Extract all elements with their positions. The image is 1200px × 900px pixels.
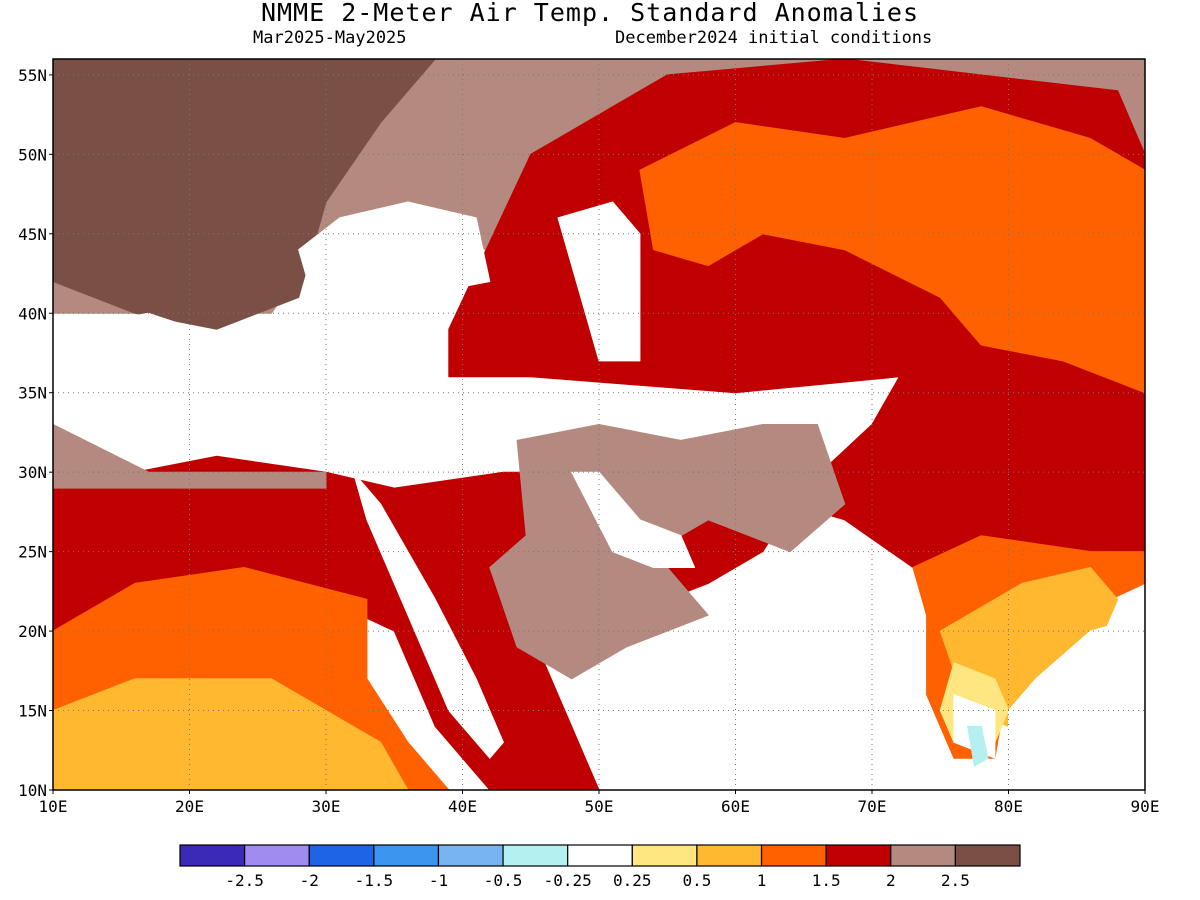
lon-tick-label: 20E (175, 797, 204, 816)
lat-tick-label: 35N (18, 384, 47, 403)
legend-color-box (308, 844, 375, 867)
anomaly-region (571, 471, 696, 568)
legend-color-box (502, 844, 569, 867)
anomaly-region (53, 424, 327, 489)
legend-label: 2.5 (941, 871, 970, 890)
legend-label: -2.5 (225, 871, 264, 890)
map-title: NMME 2-Meter Air Temp. Standard Anomalie… (260, 0, 920, 27)
legend-label: 1 (757, 871, 767, 890)
lat-tick-label: 20N (18, 622, 47, 641)
legend-label: 2 (886, 871, 896, 890)
legend-color-box (244, 844, 310, 867)
legend-color-box (437, 844, 504, 867)
legend-color-box (696, 844, 763, 867)
lat-tick-label: 25N (18, 543, 47, 562)
legend-label: 0.25 (613, 871, 652, 890)
lon-tick-label: 50E (585, 797, 614, 816)
lat-tick-label: 45N (18, 225, 47, 244)
legend-color-box (567, 844, 633, 867)
legend-label: -0.25 (544, 871, 592, 890)
legend-color-box (631, 844, 698, 867)
lat-tick-label: 10N (18, 781, 47, 800)
lon-tick-label: 80E (994, 797, 1023, 816)
legend-color-box (179, 844, 246, 867)
legend-label: -2 (300, 871, 319, 890)
lon-tick-label: 90E (1131, 797, 1160, 816)
lon-tick-label: 40E (448, 797, 477, 816)
legend-label: -1 (429, 871, 448, 890)
legend-color-box (954, 844, 1021, 867)
anomaly-region (53, 312, 409, 457)
lat-tick-label: 50N (18, 145, 47, 164)
legend-label: -0.5 (484, 871, 523, 890)
legend-label: -1.5 (355, 871, 394, 890)
legend-color-box (373, 844, 440, 867)
legend-color-box (825, 844, 892, 867)
anomaly-region (53, 678, 409, 790)
anomaly-field (53, 59, 1145, 790)
legend-label: 0.5 (682, 871, 711, 890)
anomaly-region (557, 201, 641, 362)
lon-tick-label: 30E (312, 797, 341, 816)
lon-tick-label: 10E (39, 797, 68, 816)
anomaly-region (639, 106, 1145, 394)
anomaly-region (967, 725, 989, 767)
forecast-period: Mar2025-May2025 (253, 28, 407, 48)
legend-color-box (890, 844, 956, 867)
lon-tick-label: 60E (721, 797, 750, 816)
lon-tick-label: 70E (858, 797, 887, 816)
anomaly-region (625, 551, 955, 790)
lat-tick-label: 30N (18, 463, 47, 482)
lat-tick-label: 15N (18, 702, 47, 721)
anomaly-region (298, 201, 491, 298)
legend-label: 1.5 (812, 871, 841, 890)
lat-tick-label: 55N (18, 66, 47, 85)
legend-color-box (760, 844, 827, 867)
anomaly-region (352, 471, 504, 759)
initial-conditions: December2024 initial conditions (615, 28, 933, 48)
lat-tick-label: 40N (18, 304, 47, 323)
